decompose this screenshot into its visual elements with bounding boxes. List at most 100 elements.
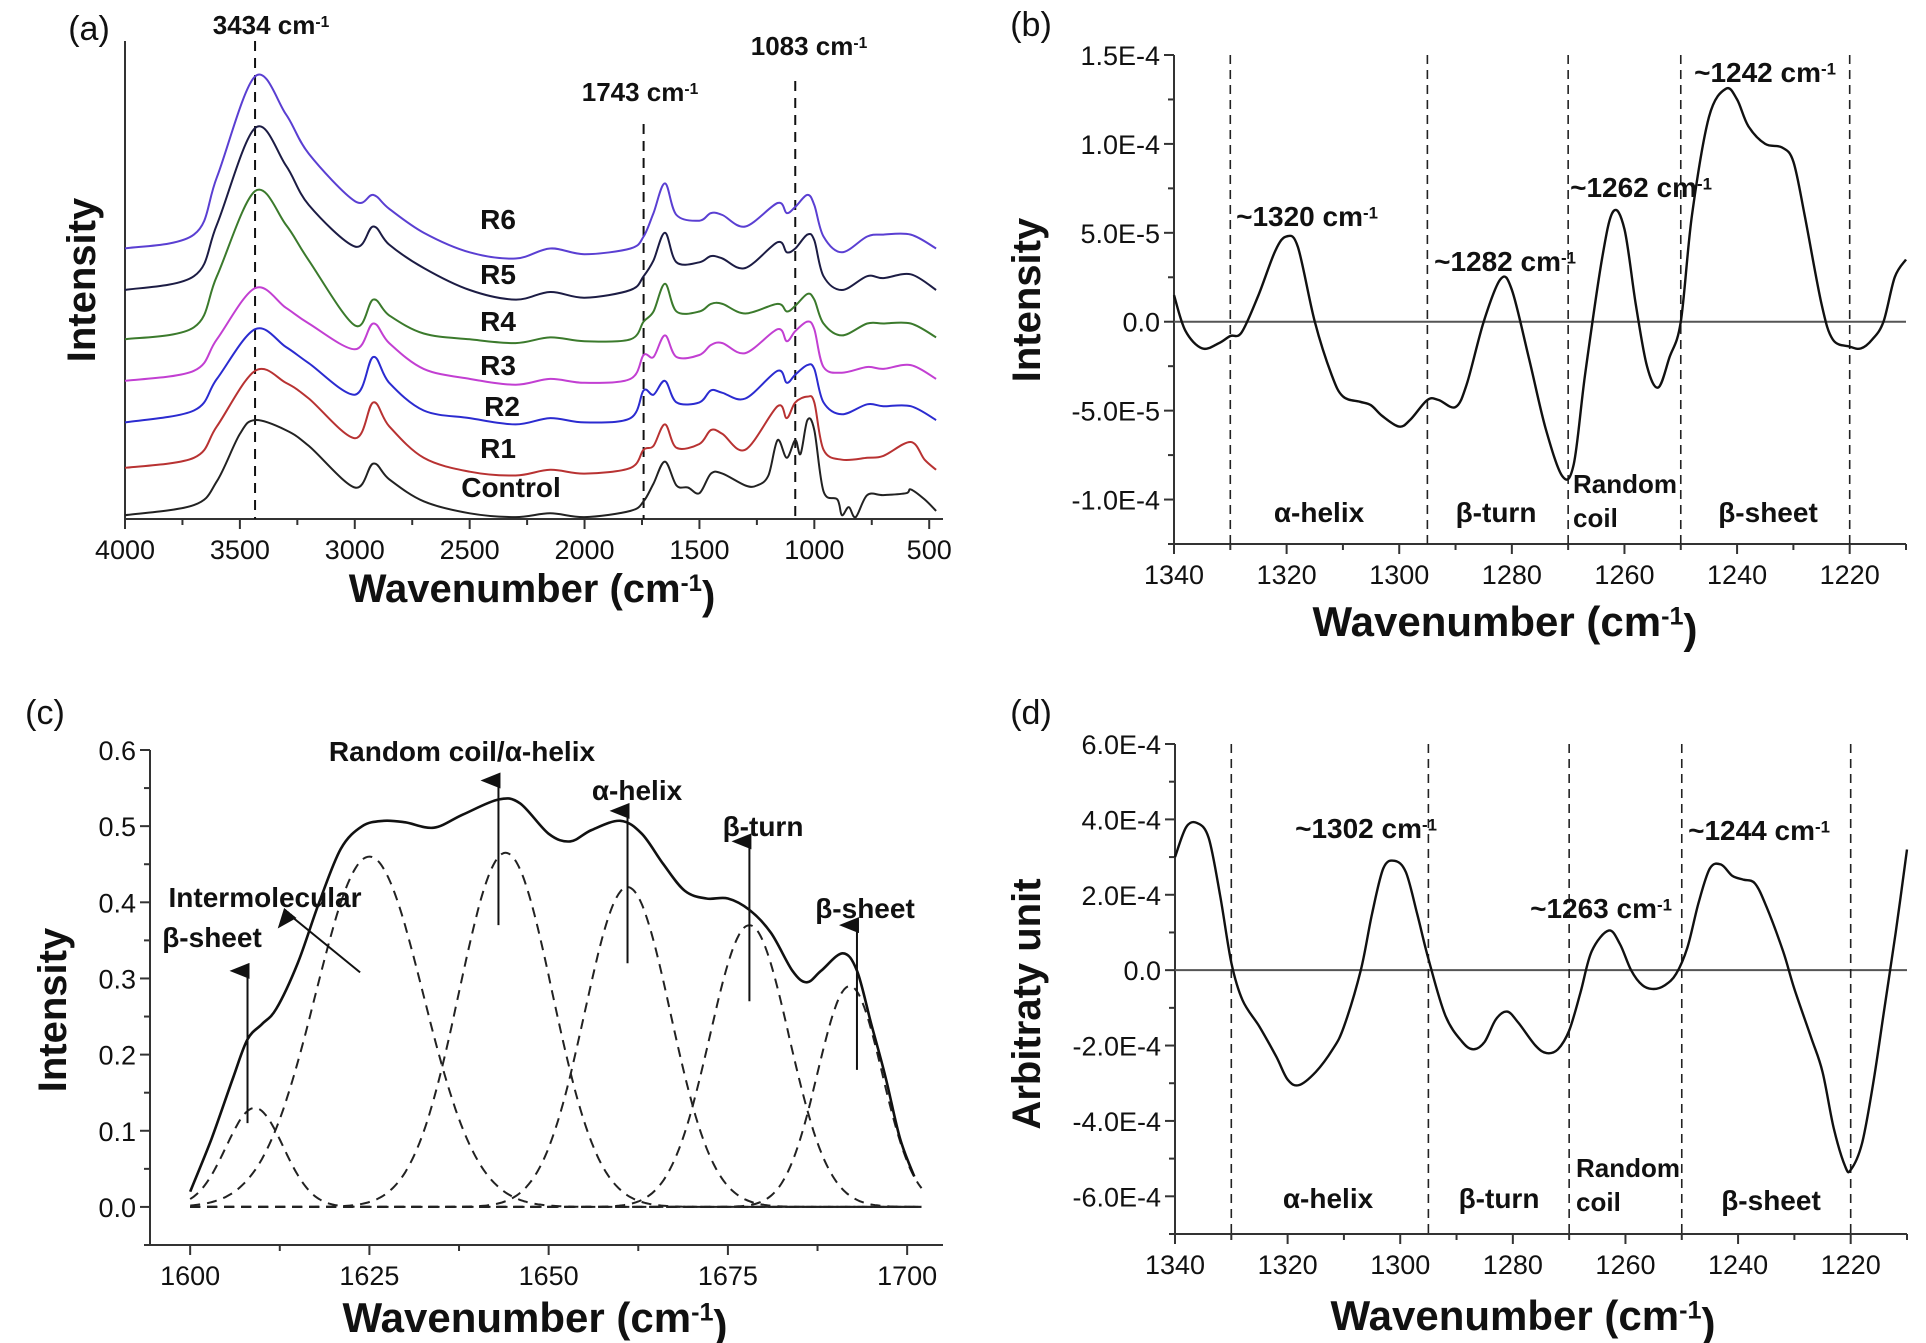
panel-label: (c): [25, 694, 65, 732]
x-tick-label: 1280: [1482, 560, 1542, 590]
y-tick-label: 0.2: [98, 1041, 136, 1071]
x-tick-label: 1240: [1708, 1250, 1768, 1280]
series-line-r2: [124, 327, 937, 426]
series-label: R5: [480, 259, 516, 290]
annotation-label: α-helix: [592, 775, 683, 806]
x-tick-label: 1240: [1707, 560, 1767, 590]
x-tick-label: 1700: [877, 1261, 937, 1291]
x-axis-title: Wavenumber (cm-1): [349, 567, 716, 618]
component-gaussian: [189, 1106, 922, 1208]
panel-b: 1340 1320 1300 1280 1260 1240 1220 -1.0E-4 -5.0E…: [1005, 6, 1908, 653]
x-tick-label: 1320: [1257, 560, 1317, 590]
marker-label: 1743 cm-1​: [582, 77, 699, 107]
spectrum-line: [1173, 820, 1909, 1174]
region-label: β-turn: [1459, 1183, 1540, 1214]
y-axis-title: Intensity: [1005, 217, 1049, 382]
x-tick-label: 1340: [1145, 1250, 1205, 1280]
x-axis-title: Wavenumber (cm-1): [1331, 1292, 1716, 1343]
y-tick-label: 5.0E-5: [1080, 219, 1160, 249]
peak-label: ~1263 cm-1​: [1530, 893, 1672, 924]
peak-label: ~1302 cm-1​: [1295, 813, 1437, 844]
x-tick-label: 1320: [1258, 1250, 1318, 1280]
spectrum-line: [1172, 86, 1908, 481]
x-tick-label: 2000: [555, 535, 615, 565]
x-tick-label: 1500: [669, 535, 729, 565]
annotation-label: β-turn: [723, 811, 804, 842]
x-tick-label: 1260: [1595, 1250, 1655, 1280]
panel-d: 1340 1320 1300 1280 1260 1240 1220 -6.0E-4 -4.0E…: [1005, 694, 1909, 1343]
x-tick-label: 1340: [1144, 560, 1204, 590]
x-tick-label: 1280: [1483, 1250, 1543, 1280]
series-line-r4: [124, 188, 937, 345]
region-label: coil: [1576, 1187, 1621, 1217]
y-tick-label: -6.0E-4: [1072, 1182, 1161, 1212]
x-tick-label: 1220: [1820, 560, 1880, 590]
y-tick-label: 0.4: [98, 888, 136, 918]
marker-label: 3434 cm-1​: [213, 10, 330, 40]
x-tick-label: 2500: [440, 535, 500, 565]
y-tick-label: 1.0E-4: [1080, 130, 1160, 160]
y-tick-label: -2.0E-4: [1072, 1032, 1161, 1062]
x-tick-label: 1650: [519, 1261, 579, 1291]
y-tick-label: -1.0E-4: [1071, 486, 1160, 516]
series-label: R1: [480, 433, 516, 464]
annotation-label: β-sheet: [162, 922, 262, 953]
series-label: Control: [461, 472, 561, 503]
series-line-r5: [124, 125, 937, 301]
y-axis-title: Arbitraty unit: [1005, 878, 1049, 1129]
peak-label: ~1262 cm-1​: [1570, 172, 1712, 203]
y-axis-title: Intensity: [31, 927, 75, 1092]
y-axis-title: Intensity: [60, 197, 104, 362]
panel-label: (d): [1010, 694, 1052, 732]
series-label: R3: [480, 350, 516, 381]
x-tick-label: 1300: [1370, 1250, 1430, 1280]
x-tick-label: 1625: [339, 1261, 399, 1291]
x-tick-label: 4000: [95, 535, 155, 565]
x-tick-label: 500: [907, 535, 952, 565]
panel-label: (b): [1010, 6, 1052, 44]
y-tick-label: -4.0E-4: [1072, 1107, 1161, 1137]
peak-label: ~1242 cm-1​: [1694, 57, 1836, 88]
y-tick-label: 0.3: [98, 964, 136, 994]
series-line-r3: [124, 286, 937, 386]
y-tick-label: 0.1: [98, 1117, 136, 1147]
region-label: α-helix: [1274, 497, 1365, 528]
panel-a: 4000 3500 3000 2500 2000 1500 1000 500 3434 cm-1…: [60, 10, 952, 618]
annotation-label: β-sheet: [815, 893, 915, 924]
x-axis-title: Wavenumber (cm-1): [343, 1294, 728, 1343]
series-label: R6: [480, 204, 516, 235]
y-tick-label: 2.0E-4: [1081, 881, 1161, 911]
x-tick-label: 1000: [784, 535, 844, 565]
peak-label: ~1320 cm-1​: [1236, 201, 1378, 232]
x-tick-label: 3500: [210, 535, 270, 565]
series-line-r6: [124, 73, 937, 260]
y-tick-label: 6.0E-4: [1081, 730, 1161, 760]
component-gaussian: [190, 985, 923, 1208]
y-tick-label: 0.0: [1122, 308, 1160, 338]
marker-label: 1083 cm-1​: [751, 31, 868, 61]
peak-label: ~1282 cm-1​: [1434, 246, 1576, 277]
series-line-control: [124, 417, 937, 519]
y-tick-label: 0.6: [98, 736, 136, 766]
x-tick-label: 1675: [698, 1261, 758, 1291]
y-tick-label: 0.5: [98, 812, 136, 842]
component-gaussian: [190, 886, 922, 1208]
x-tick-label: 1220: [1821, 1250, 1881, 1280]
y-tick-label: -5.0E-5: [1071, 397, 1160, 427]
y-tick-label: 1.5E-4: [1080, 41, 1160, 71]
x-axis-title: Wavenumber (cm-1): [1313, 598, 1698, 653]
region-label: β-sheet: [1718, 497, 1818, 528]
series-line-r1: [124, 367, 937, 477]
x-tick-label: 1260: [1594, 560, 1654, 590]
peak-label: ~1244 cm-1​: [1688, 815, 1830, 846]
region-label: α-helix: [1283, 1183, 1374, 1214]
y-tick-label: 0.0: [1123, 956, 1161, 986]
region-label: Random: [1573, 469, 1677, 499]
annotation-label: Random coil/α-helix: [329, 736, 596, 767]
y-tick-label: 0.0: [98, 1193, 136, 1223]
y-tick-label: 4.0E-4: [1081, 805, 1161, 835]
region-label: β-sheet: [1721, 1185, 1821, 1216]
x-tick-label: 1600: [160, 1261, 220, 1291]
annotation-label: Intermolecular: [169, 882, 362, 913]
x-tick-label: 1300: [1369, 560, 1429, 590]
